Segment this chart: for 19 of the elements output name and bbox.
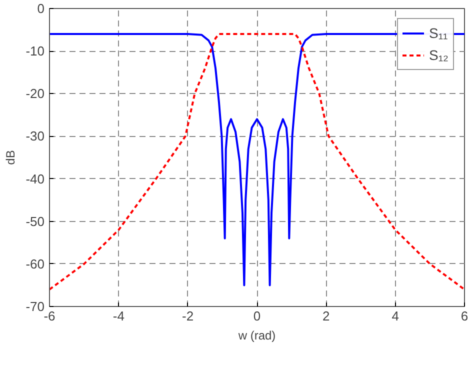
x-tick-label: 2 [322, 308, 330, 324]
x-tick-label: -2 [182, 308, 194, 324]
y-tick-label: -40 [26, 171, 45, 186]
x-tick-label: 6 [460, 308, 468, 324]
y-tick-label: -50 [26, 214, 45, 229]
legend-label: S₁₁ [429, 25, 449, 41]
x-tick-label: -4 [112, 308, 124, 324]
x-tick-label: 0 [253, 308, 261, 324]
y-tick-label: -70 [26, 299, 45, 314]
legend-label: S₁₂ [429, 47, 449, 63]
x-axis-title: w (rad) [237, 328, 276, 342]
y-tick-label: -30 [26, 128, 45, 144]
y-axis-title: dB [4, 150, 18, 165]
y-tick-label: -60 [26, 256, 45, 272]
x-tick-label: 4 [392, 308, 399, 324]
x-tick-label: -6 [44, 308, 56, 324]
y-tick-label: 0 [37, 1, 45, 16]
y-tick-label: -10 [26, 44, 45, 59]
y-tick-label: -20 [26, 86, 45, 102]
